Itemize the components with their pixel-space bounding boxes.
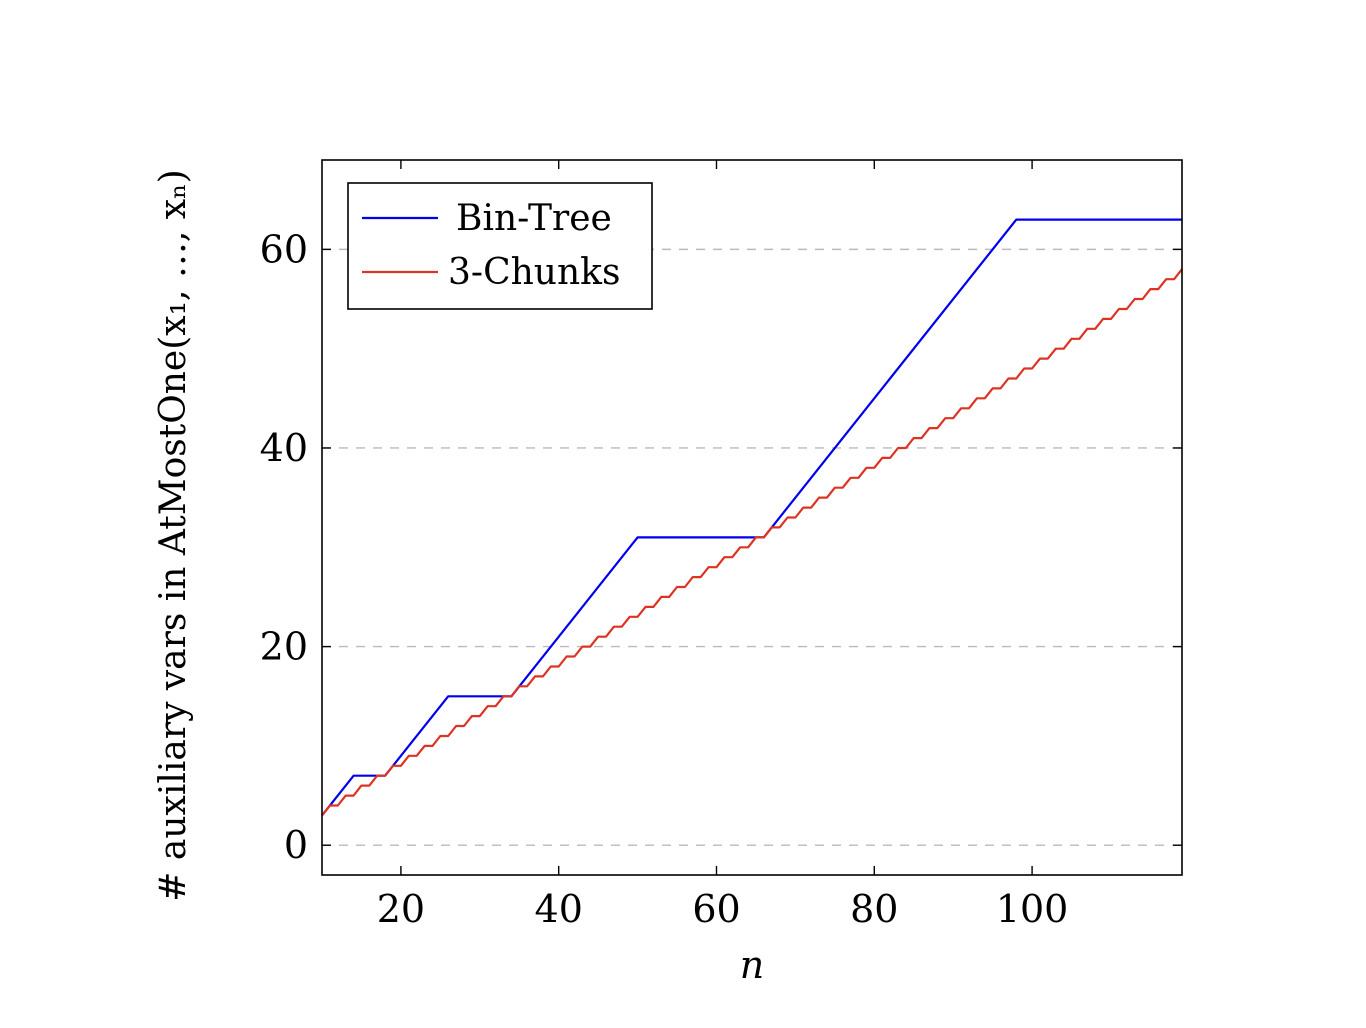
x-axis-label: n [740,943,764,987]
series-line-3-chunks [321,268,1183,817]
y-axis-label: # auxiliary vars in AtMostOne(x₁, …, xₙ) [153,169,194,901]
grid-lines [322,248,1182,846]
y-tick-label: 0 [284,823,308,867]
x-tick-label: 80 [850,887,898,931]
y-tick-label: 40 [260,426,308,470]
legend: Bin-Tree 3-Chunks [347,182,653,310]
x-tick-label: 100 [996,887,1069,931]
tick-labels: 0 20 40 60 20 40 60 80 100 [260,227,1069,931]
legend-entry-bin-tree: Bin-Tree [456,198,612,239]
y-tick-label: 20 [260,625,308,669]
x-tick-label: 60 [692,887,740,931]
x-tick-label: 40 [535,887,583,931]
y-tick-label: 60 [260,227,308,271]
legend-box [347,182,653,310]
axis-ticks [322,160,1182,875]
series-lines [321,218,1183,817]
legend-entry-3-chunks: 3-Chunks [448,252,620,293]
x-tick-label: 20 [377,887,425,931]
plot-frame [321,159,1183,876]
